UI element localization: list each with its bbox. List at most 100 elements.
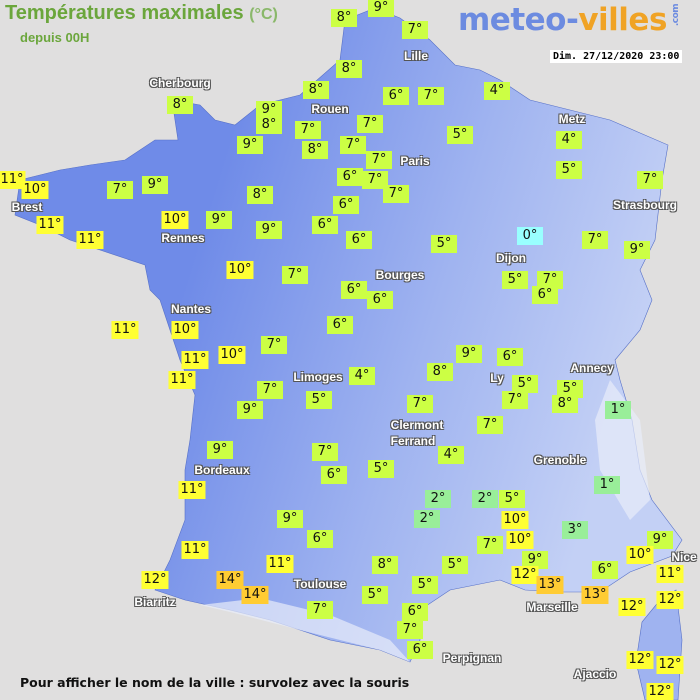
temperature-label[interactable]: 3° <box>562 521 588 539</box>
temperature-label[interactable]: 13° <box>581 586 609 604</box>
temperature-label[interactable]: 7° <box>477 536 503 554</box>
temperature-label[interactable]: 6° <box>312 216 338 234</box>
temperature-label[interactable]: 2° <box>425 490 451 508</box>
temperature-label[interactable]: 6° <box>321 466 347 484</box>
temperature-label[interactable]: 10° <box>21 181 49 199</box>
temperature-label[interactable]: 10° <box>626 546 654 564</box>
temperature-label[interactable]: 9° <box>206 211 232 229</box>
temperature-label[interactable]: 5° <box>362 586 388 604</box>
temperature-label[interactable]: 4° <box>556 131 582 149</box>
temperature-label[interactable]: 11° <box>111 321 139 339</box>
temperature-label[interactable]: 4° <box>438 446 464 464</box>
temperature-label[interactable]: 7° <box>357 115 383 133</box>
temperature-label[interactable]: 6° <box>407 641 433 659</box>
temperature-label[interactable]: 5° <box>556 161 582 179</box>
temperature-label[interactable]: 7° <box>261 336 287 354</box>
temperature-label[interactable]: 0° <box>517 227 543 245</box>
temperature-label[interactable]: 7° <box>407 395 433 413</box>
temperature-label[interactable]: 1° <box>605 401 631 419</box>
temperature-label[interactable]: 5° <box>512 375 538 393</box>
temperature-label[interactable]: 14° <box>216 571 244 589</box>
temperature-label[interactable]: 7° <box>418 87 444 105</box>
temperature-label[interactable]: 1° <box>594 476 620 494</box>
temperature-label[interactable]: 11° <box>266 555 294 573</box>
temperature-label[interactable]: 6° <box>402 603 428 621</box>
temperature-label[interactable]: 4° <box>484 82 510 100</box>
temperature-label[interactable]: 5° <box>502 271 528 289</box>
temperature-label[interactable]: 6° <box>383 87 409 105</box>
temperature-label[interactable]: 5° <box>306 391 332 409</box>
temperature-label[interactable]: 9° <box>522 551 548 569</box>
temperature-label[interactable]: 7° <box>366 151 392 169</box>
temperature-label[interactable]: 7° <box>582 231 608 249</box>
temperature-label[interactable]: 7° <box>477 416 503 434</box>
temperature-label[interactable]: 11° <box>36 216 64 234</box>
temperature-label[interactable]: 7° <box>257 381 283 399</box>
temperature-label[interactable]: 9° <box>368 0 394 17</box>
temperature-label[interactable]: 8° <box>427 363 453 381</box>
temperature-label[interactable]: 8° <box>167 96 193 114</box>
temperature-label[interactable]: 7° <box>107 181 133 199</box>
temperature-label[interactable]: 8° <box>303 81 329 99</box>
temperature-label[interactable]: 10° <box>161 211 189 229</box>
temperature-label[interactable]: 8° <box>336 60 362 78</box>
temperature-label[interactable]: 7° <box>307 601 333 619</box>
temperature-label[interactable]: 11° <box>0 171 26 189</box>
temperature-label[interactable]: 5° <box>368 460 394 478</box>
temperature-label[interactable]: 8° <box>302 141 328 159</box>
temperature-label[interactable]: 5° <box>442 556 468 574</box>
temperature-label[interactable]: 9° <box>277 510 303 528</box>
temperature-label[interactable]: 14° <box>241 586 269 604</box>
temperature-label[interactable]: 11° <box>178 481 206 499</box>
temperature-label[interactable]: 7° <box>340 136 366 154</box>
temperature-label[interactable]: 10° <box>218 346 246 364</box>
temperature-label[interactable]: 7° <box>312 443 338 461</box>
temperature-label[interactable]: 5° <box>499 490 525 508</box>
temperature-label[interactable]: 7° <box>383 185 409 203</box>
temperature-label[interactable]: 11° <box>656 565 684 583</box>
temperature-label[interactable]: 5° <box>557 380 583 398</box>
temperature-label[interactable]: 8° <box>247 186 273 204</box>
temperature-label[interactable]: 11° <box>181 351 209 369</box>
temperature-label[interactable]: 6° <box>497 348 523 366</box>
temperature-label[interactable]: 8° <box>331 9 357 27</box>
temperature-label[interactable]: 12° <box>626 651 654 669</box>
temperature-label[interactable]: 5° <box>447 126 473 144</box>
temperature-label[interactable]: 6° <box>367 291 393 309</box>
temperature-label[interactable]: 6° <box>592 561 618 579</box>
temperature-label[interactable]: 6° <box>337 168 363 186</box>
meteo-villes-logo[interactable]: meteo-villes .com <box>458 2 681 38</box>
temperature-label[interactable]: 11° <box>168 371 196 389</box>
temperature-label[interactable]: 12° <box>656 591 684 609</box>
temperature-label[interactable]: 10° <box>501 511 529 529</box>
temperature-label[interactable]: 7° <box>537 271 563 289</box>
temperature-label[interactable]: 6° <box>333 196 359 214</box>
temperature-label[interactable]: 6° <box>307 530 333 548</box>
temperature-label[interactable]: 13° <box>536 576 564 594</box>
temperature-label[interactable]: 8° <box>256 116 282 134</box>
temperature-label[interactable]: 9° <box>647 531 673 549</box>
temperature-label[interactable]: 9° <box>256 101 282 119</box>
temperature-label[interactable]: 7° <box>362 171 388 189</box>
temperature-label[interactable]: 9° <box>256 221 282 239</box>
temperature-label[interactable]: 6° <box>346 231 372 249</box>
temperature-label[interactable]: 11° <box>76 231 104 249</box>
temperature-label[interactable]: 9° <box>456 345 482 363</box>
temperature-label[interactable]: 7° <box>295 121 321 139</box>
temperature-label[interactable]: 12° <box>511 566 539 584</box>
temperature-label[interactable]: 12° <box>656 656 684 674</box>
temperature-label[interactable]: 12° <box>646 683 674 700</box>
temperature-label[interactable]: 7° <box>502 391 528 409</box>
temperature-label[interactable]: 9° <box>142 176 168 194</box>
temperature-label[interactable]: 9° <box>237 401 263 419</box>
temperature-label[interactable]: 7° <box>282 266 308 284</box>
temperature-label[interactable]: 7° <box>637 171 663 189</box>
temperature-label[interactable]: 10° <box>506 531 534 549</box>
temperature-label[interactable]: 7° <box>402 21 428 39</box>
temperature-label[interactable]: 12° <box>141 571 169 589</box>
temperature-label[interactable]: 9° <box>237 136 263 154</box>
temperature-label[interactable]: 10° <box>171 321 199 339</box>
temperature-label[interactable]: 6° <box>327 316 353 334</box>
temperature-label[interactable]: 6° <box>532 286 558 304</box>
temperature-label[interactable]: 2° <box>414 510 440 528</box>
